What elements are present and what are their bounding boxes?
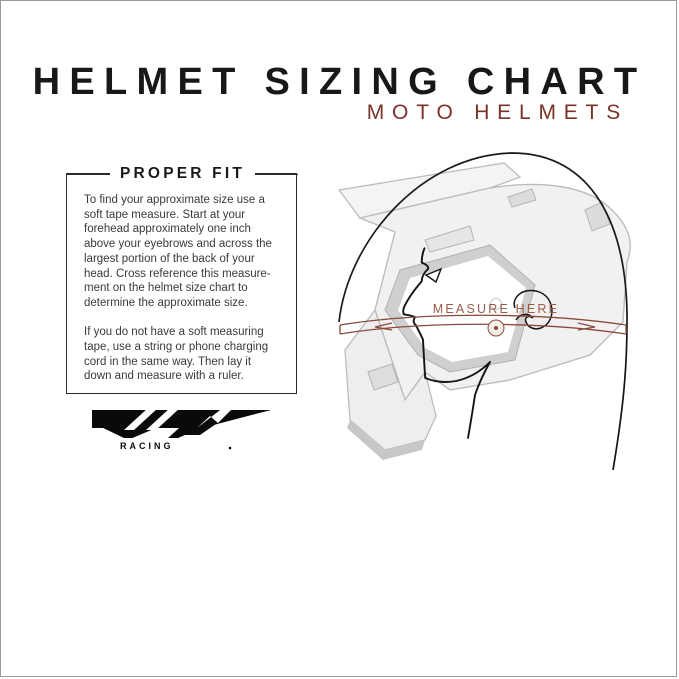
svg-text:MEASURE HERE: MEASURE HERE [433,302,559,316]
svg-text:RACING: RACING [120,441,174,451]
